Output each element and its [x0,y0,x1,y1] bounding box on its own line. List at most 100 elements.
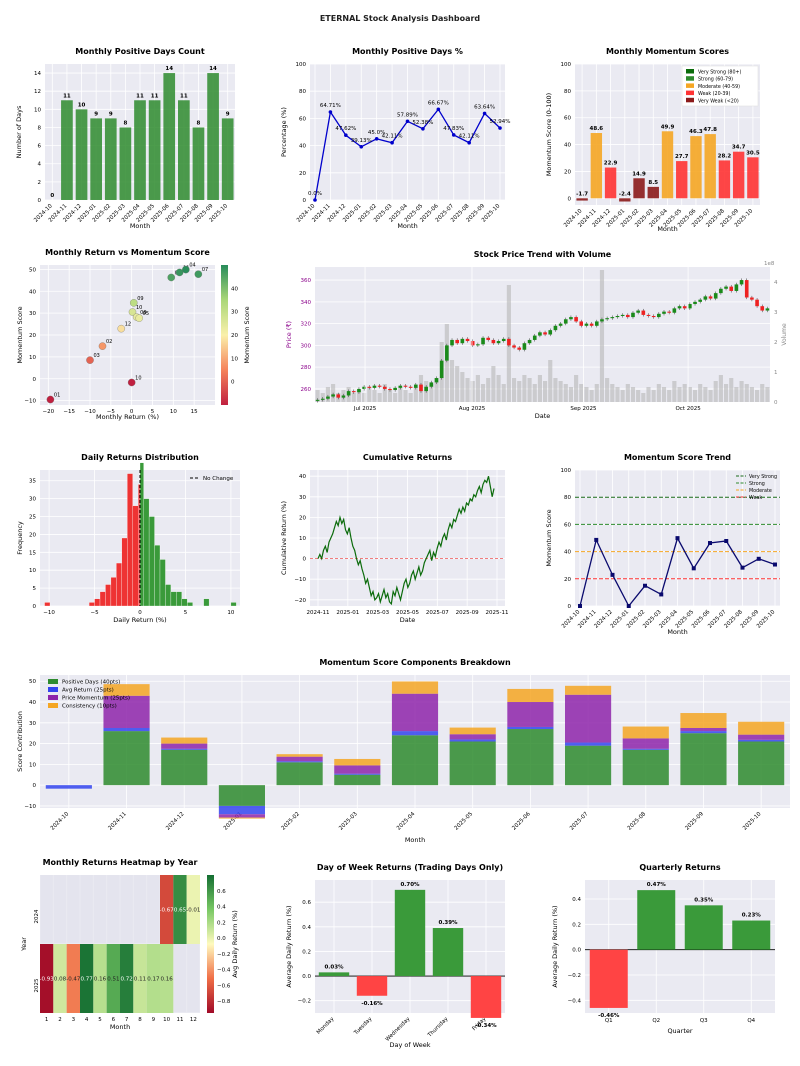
stacked-segment [334,758,381,766]
bar [637,890,676,950]
bar-value-label: 11 [63,93,71,99]
candle-body [703,296,708,300]
bar-value-label: 0.03% [324,964,344,970]
data-point [594,537,599,542]
candle-body [481,337,485,345]
bar-value-label: 14 [209,66,217,72]
point-value-label: 42.11% [459,134,480,140]
bar [470,976,502,1018]
bar-value-label: 0 [50,193,54,199]
data-point [773,562,777,567]
volume-bar [465,378,470,402]
bar-value-label: 11 [151,93,159,99]
histogram-bar [105,584,112,607]
y-tick-label: 0 [568,196,572,202]
bar-value-label: 48.6 [590,126,604,132]
candle-body [341,395,346,398]
bar-value-label: 0.70% [400,882,420,888]
volume-bar [522,375,527,402]
colorbar-tick-label: 0.0 [217,936,226,942]
x-axis-label: Month [110,1023,130,1031]
point-label: 12 [125,322,131,328]
chart-title: Quarterly Returns [639,863,721,872]
y-tick-label: 60 [564,116,571,122]
point-value-label: 63.64% [474,104,495,110]
y-tick-label: 0 [33,783,37,789]
volume-bar [651,390,656,402]
stacked-segment [391,735,439,786]
y-tick-label: −0.2 [298,999,311,1005]
x-tick-label: 2025-05 [454,811,475,832]
y-tick-label: 6 [38,144,42,150]
bar [90,118,102,200]
y-tick-label: 0.4 [302,925,311,931]
data-point [675,536,680,541]
y-tick-label: 20 [29,333,36,339]
stacked-segment [45,785,92,789]
candle-body [357,388,361,393]
x-tick-label: Sep 2025 [570,406,597,412]
y2-tick-label: 0 [774,400,778,406]
candle-body [336,394,341,398]
colorbar-tick-label: 20 [231,333,238,339]
chart-day-of-week-returns: Day of Week Returns (Trading Days Only) D… [285,863,505,1049]
y-tick-label: 10 [299,536,306,542]
data-point [390,140,394,145]
legend-label: Strong (60-79) [698,77,733,83]
bar [394,889,426,977]
stacked-segment [565,742,612,746]
legend-label: Very Strong [749,474,777,480]
candle-body [372,385,377,388]
x-tick-label: 2024-11 [307,610,330,616]
chart-title: Momentum Score Components Breakdown [319,658,511,667]
candle-body [713,293,718,299]
point-label: 01 [54,393,60,399]
bar [704,134,716,199]
candle-body [496,341,501,344]
chart-return-vs-momentum-scatter: Monthly Return vs Momentum Score Monthly … [16,248,251,421]
point-value-label: 42.11% [382,134,403,140]
stacked-segment [334,774,381,786]
candle-body [620,314,625,316]
y-tick-label: 40 [299,144,306,150]
series-line [317,476,495,606]
candle-body [450,339,454,346]
volume-bar [698,384,703,402]
y-tick-label: 280 [301,365,312,371]
x-tick-label: 15 [191,409,198,415]
heatmap-empty-cell [40,875,53,943]
volume-bar [765,387,770,402]
volume-bar [760,384,765,402]
heatmap-empty-cell [120,875,133,943]
legend-label: Moderate [749,488,772,494]
bar [732,920,771,950]
candle-body [326,396,330,399]
colorbar-tick-label: 30 [231,310,238,316]
y-axis-label: Percentage (%) [280,107,288,157]
legend-swatch [48,695,58,700]
volume-bar [630,387,636,402]
volume-bar [661,387,667,402]
x-tick-label: Thursday [426,1016,450,1040]
stacked-segment [738,739,785,742]
y-axis-label: Price (₹) [285,321,293,348]
x-axis-label: Month [397,222,417,230]
x-tick-label: 2025-09 [456,610,479,616]
stacked-segment [218,817,265,819]
colorbar-tick-label: 0.6 [217,889,226,895]
bar [718,160,731,199]
y-tick-label: 60 [564,522,571,528]
x-axis-label: Month [667,628,687,636]
histogram-bar [127,473,133,607]
data-point [756,556,761,561]
data-point [482,111,487,116]
y-tick-label: 25 [29,515,36,521]
heatmap-cell-label: 0.65 [174,908,187,914]
candle-body [594,321,599,326]
candle-body [734,284,739,291]
bar-value-label: 8 [197,120,201,126]
bar-value-label: 11 [180,93,188,99]
scatter-point [182,265,190,274]
x-axis-label: Month [130,222,150,230]
y-tick-label: 2025 [34,978,40,992]
